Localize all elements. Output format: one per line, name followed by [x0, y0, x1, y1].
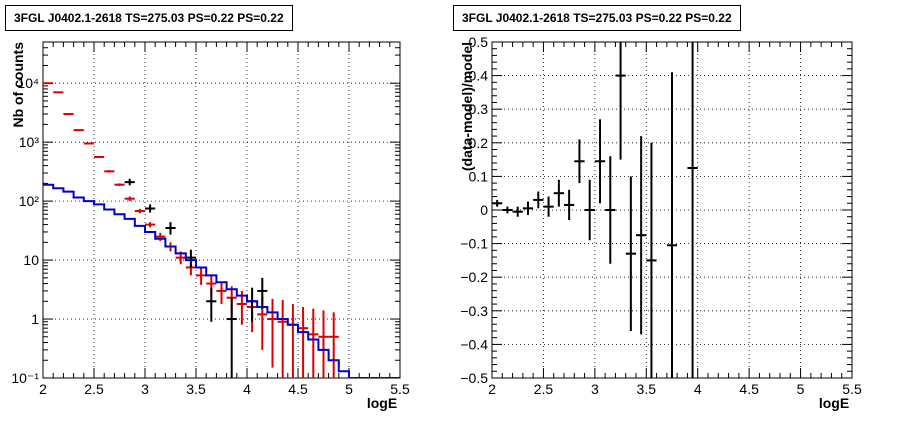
panel1-ytick-label: 0.5 — [469, 34, 489, 50]
panel1-xtick-label: 4.5 — [739, 381, 759, 397]
panel0-xtick-label: 2 — [39, 381, 47, 397]
panel1-ytick-label: −0.1 — [460, 236, 488, 252]
panel0-xtick-label: 2.5 — [84, 381, 104, 397]
panel0-plot-area — [43, 82, 400, 378]
panel1-ytick-label: 0.1 — [469, 168, 489, 184]
panel0-xtick-label: 3.5 — [186, 381, 206, 397]
panel1-ytick-label: −0.3 — [460, 303, 488, 319]
panel1-ytick-label: −0.2 — [460, 269, 488, 285]
panel0-ylabel: Nb of counts — [10, 42, 26, 128]
panel0-frame — [42, 41, 401, 379]
panel0-ytick-label: 1 — [31, 311, 39, 327]
panel0-xtick-label: 4.5 — [288, 381, 308, 397]
panel0-ytick-label: 10² — [19, 193, 40, 209]
panel1-ytick-label: −0.4 — [460, 336, 488, 352]
panel0-model-step-line — [43, 183, 400, 378]
panel1-xtick-label: 2.5 — [534, 381, 554, 397]
panel1-xtick-label: 5.5 — [842, 381, 862, 397]
panel1-ytick-label: 0.2 — [469, 135, 489, 151]
left-chart-title: 3FGL J0402.1-2618 TS=275.03 PS=0.22 PS=0… — [5, 5, 293, 31]
panel1-xlabel: logE — [819, 395, 849, 411]
panel1-ytick-label: −0.5 — [460, 370, 488, 386]
panel0-ytick-label: 10⁴ — [17, 75, 39, 91]
panel1-xtick-label: 3 — [591, 381, 599, 397]
panel1-ytick-label: 0.3 — [469, 101, 489, 117]
panel1-xtick-label: 4 — [694, 381, 702, 397]
panel0-xtick-label: 3 — [141, 381, 149, 397]
panel1-xtick-label: 5 — [797, 381, 805, 397]
panel0-xtick-label: 4 — [243, 381, 251, 397]
panel0-ytick-label: 10³ — [19, 134, 40, 150]
panel0-ytick-label: 10⁻¹ — [11, 370, 39, 386]
panel0-ytick-label: 10 — [23, 252, 39, 268]
panel0-xtick-label: 5.5 — [390, 381, 410, 397]
panel1-xtick-label: 3.5 — [637, 381, 657, 397]
panel0-xlabel: logE — [367, 395, 397, 411]
panel0-xtick-label: 5 — [345, 381, 353, 397]
panel1-ylabel: (data-model)/model — [459, 42, 475, 171]
panel1-ytick-label: 0.4 — [469, 68, 489, 84]
panel1-plot-area — [492, 42, 698, 378]
right-chart-title: 3FGL J0402.1-2618 TS=275.03 PS=0.22 PS=0… — [453, 5, 741, 31]
panel1-ytick-label: 0 — [480, 202, 488, 218]
panel1-xtick-label: 2 — [488, 381, 496, 397]
